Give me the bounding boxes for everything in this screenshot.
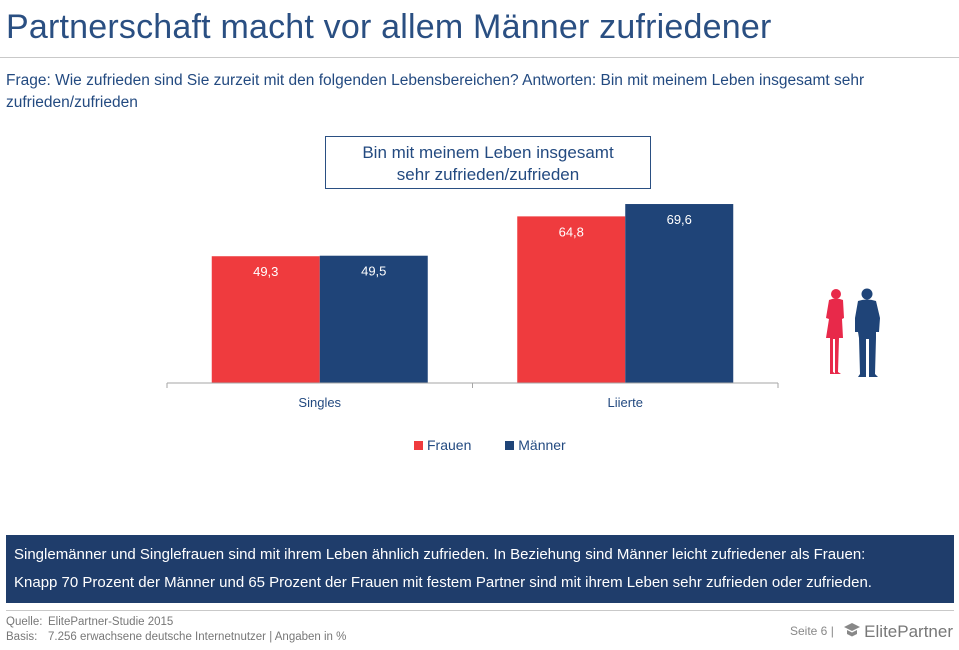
- summary-banner: Singlemänner und Singlefrauen sind mit i…: [6, 535, 954, 603]
- woman-silhouette-icon: [826, 289, 844, 374]
- footer-divider: [6, 610, 954, 611]
- footer-basis: Basis: 7.256 erwachsene deutsche Internet…: [6, 631, 347, 643]
- callout-line-1: Bin mit meinem Leben insgesamt: [362, 143, 614, 162]
- data-label-liierte-männer: 69,6: [667, 212, 692, 227]
- footer-source: Quelle: ElitePartner-Studie 2015: [6, 616, 174, 628]
- callout-line-2: sehr zufrieden/zufrieden: [396, 165, 580, 184]
- bar-liierte-männer: [625, 204, 734, 383]
- legend-item-maenner: Männer: [505, 437, 566, 453]
- title-divider: [0, 57, 959, 58]
- bar-chart: 49,3 49,5 Singles 64,8 69,6 Liierte: [166, 204, 779, 410]
- data-label-singles-frauen: 49,3: [253, 264, 278, 279]
- page-number: Seite 6: [790, 624, 828, 638]
- legend-item-frauen: Frauen: [414, 437, 471, 453]
- category-label-singles: Singles: [298, 395, 341, 410]
- brand-name: ElitePartner: [864, 622, 953, 641]
- bar-singles-männer: [319, 255, 428, 383]
- summary-line-1: Singlemänner und Singlefrauen sind mit i…: [14, 546, 866, 563]
- data-label-liierte-frauen: 64,8: [559, 224, 584, 239]
- legend-swatch-frauen: [414, 441, 423, 450]
- page-separator: |: [830, 624, 834, 638]
- data-label-singles-männer: 49,5: [361, 264, 386, 279]
- survey-question: Frage: Wie zufrieden sind Sie zurzeit mi…: [6, 72, 865, 111]
- category-label-liierte: Liierte: [608, 395, 643, 410]
- legend-label-frauen: Frauen: [427, 437, 472, 453]
- summary-line-2: Knapp 70 Prozent der Männer und 65 Proze…: [14, 574, 872, 591]
- woman-man-silhouettes-icon: [826, 288, 880, 377]
- bar-singles-frauen: [211, 256, 320, 383]
- legend-swatch-maenner: [505, 441, 515, 450]
- page-info: Seite 6 | ElitePartner: [790, 622, 953, 642]
- elitepartner-logo-icon: [844, 623, 861, 637]
- man-silhouette-icon: [855, 288, 880, 377]
- chart-legend: Frauen Männer: [414, 437, 596, 453]
- bar-liierte-frauen: [517, 216, 626, 383]
- legend-label-maenner: Männer: [518, 437, 566, 453]
- page-title: Partnerschaft macht vor allem Männer zuf…: [6, 8, 772, 46]
- footer-notes: Quelle: ElitePartner-Studie 2015 Basis: 7.…: [6, 615, 346, 645]
- chart-callout-box: Bin mit meinem Leben insgesamt sehr zufr…: [325, 136, 651, 189]
